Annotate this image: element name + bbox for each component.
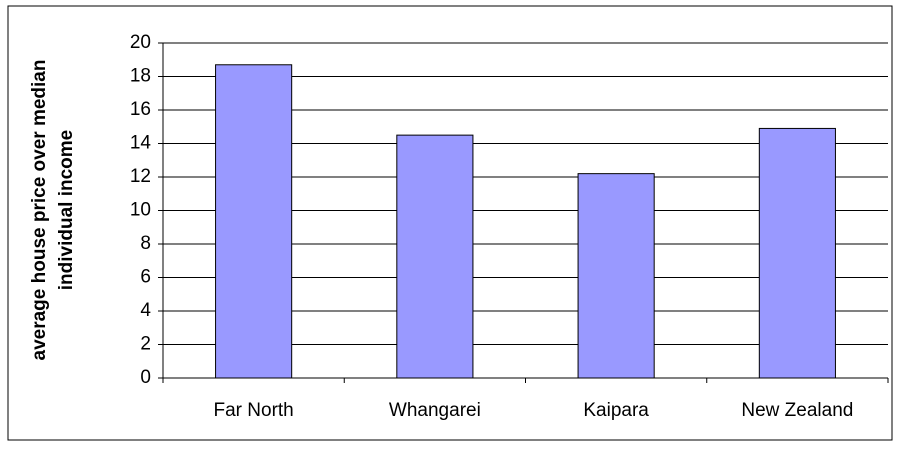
y-tick-label: 20: [130, 32, 151, 53]
y-tick-label: 2: [140, 334, 151, 355]
bar: [215, 64, 293, 379]
y-axis-label-line: individual income: [56, 130, 77, 290]
y-axis-label-line: average house price over median: [29, 60, 50, 361]
y-tick-label: 8: [140, 233, 151, 254]
y-tick-label: 16: [130, 99, 151, 120]
y-tick-label: 0: [140, 367, 151, 388]
x-tick-label: Far North: [214, 400, 294, 421]
bar: [396, 134, 474, 379]
y-tick-label: 10: [130, 200, 151, 221]
x-tick-label: Whangarei: [389, 400, 481, 421]
y-tick-label: 4: [140, 300, 151, 321]
x-tick-label: Kaipara: [583, 400, 649, 421]
y-tick-label: 6: [140, 267, 151, 288]
bar: [577, 173, 655, 379]
x-tick-label: New Zealand: [741, 400, 853, 421]
bar: [758, 127, 836, 379]
y-tick-label: 12: [130, 166, 151, 187]
y-axis-label: average house price over median individu…: [29, 60, 77, 361]
y-tick-label: 18: [130, 66, 151, 87]
y-tick-label: 14: [130, 133, 152, 154]
